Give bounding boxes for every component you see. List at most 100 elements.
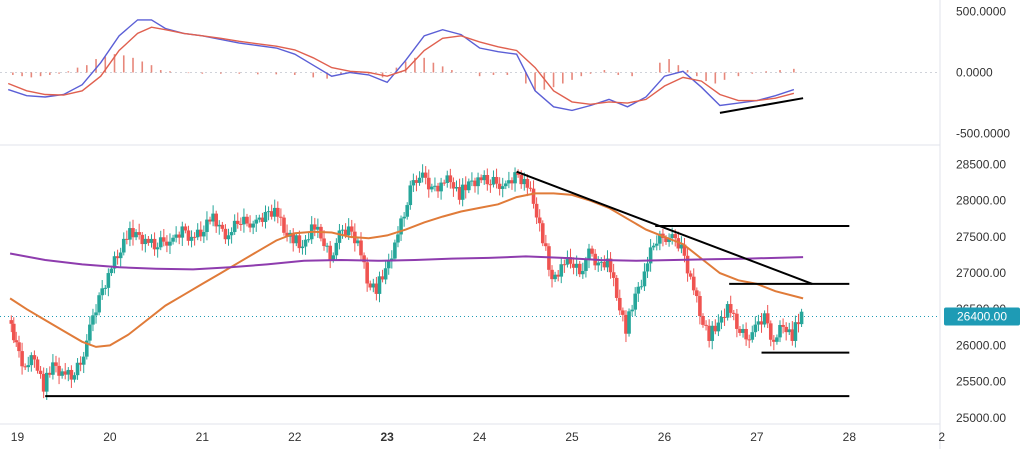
candle-body: [596, 262, 601, 266]
candle-body: [741, 328, 745, 333]
candle-body: [470, 180, 474, 182]
candle-body: [189, 236, 194, 241]
candle-body: [562, 264, 567, 266]
candle-body: [149, 238, 154, 243]
candle-body: [516, 172, 520, 175]
candle-body: [38, 370, 43, 375]
candle-body: [23, 366, 27, 368]
x-tick-label: 27: [750, 430, 764, 444]
candle-body: [217, 224, 222, 227]
candle-body: [72, 375, 77, 380]
candle-body: [436, 185, 440, 192]
candle-body: [285, 232, 289, 237]
candle-body: [143, 238, 148, 245]
candle-body: [100, 288, 104, 296]
candle-body: [137, 232, 141, 235]
candle-body: [9, 320, 14, 324]
candle-body: [146, 238, 151, 243]
candle-body: [790, 329, 795, 341]
candle-body: [485, 174, 490, 185]
candle-body: [716, 322, 721, 332]
candle-body: [439, 182, 443, 192]
candle-body: [611, 272, 616, 278]
candle-body: [331, 255, 336, 260]
candle-body: [494, 176, 499, 184]
candle-body: [208, 219, 212, 222]
oscillator-y-tick-label: 500.0000: [956, 4, 1006, 18]
current-price-label: 26400.00: [957, 309, 1007, 323]
candle-body: [63, 371, 68, 375]
candle-body: [192, 236, 197, 238]
candle-body: [48, 372, 52, 375]
candle-body: [414, 180, 419, 183]
candle-body: [581, 270, 585, 275]
candle-body: [69, 369, 74, 380]
candle-body: [245, 216, 249, 224]
candle-body: [658, 233, 662, 244]
oscillator-y-tick-label: 0.0000: [956, 66, 993, 80]
candle-body: [679, 244, 684, 249]
candle-body: [799, 311, 804, 325]
candle-body: [374, 283, 379, 294]
candle-body: [41, 374, 46, 392]
candle-body: [294, 235, 299, 244]
x-tick-label: 28: [843, 430, 857, 444]
candle-body: [417, 177, 422, 183]
price-y-tick-label: 27000.00: [956, 266, 1006, 280]
candle-body: [445, 175, 450, 183]
candle-body: [639, 286, 644, 288]
candle-body: [525, 178, 530, 188]
candle-body: [349, 226, 354, 232]
x-tick-label: 20: [103, 430, 117, 444]
candle-body: [386, 260, 391, 269]
candle-body: [420, 172, 425, 178]
candle-body: [362, 255, 366, 263]
oscillator-trendline: [719, 97, 804, 114]
candle-body: [325, 245, 329, 247]
candle-body: [550, 269, 554, 280]
candle-body: [220, 224, 225, 229]
candle-body: [94, 312, 98, 316]
candle-body: [787, 329, 792, 333]
candle-body: [88, 324, 92, 341]
candle-body: [510, 180, 514, 184]
candle-body: [168, 241, 172, 246]
candle-body: [109, 268, 114, 274]
candle-body: [784, 326, 788, 333]
candle-body: [152, 238, 157, 250]
candle-body: [488, 184, 493, 186]
candle-body: [556, 274, 560, 277]
candle-body: [125, 238, 129, 240]
candle-body: [584, 259, 588, 271]
candle-body: [371, 283, 376, 288]
candle-body: [747, 339, 751, 341]
candle-body: [673, 234, 678, 239]
candle-body: [198, 229, 203, 237]
candle-body: [753, 324, 758, 333]
candle-body: [291, 232, 296, 244]
candle-body: [577, 263, 582, 275]
candle-body: [519, 174, 524, 185]
candle-body: [269, 211, 274, 217]
candle-body: [605, 258, 610, 268]
candle-body: [695, 290, 699, 297]
candle-body: [393, 242, 397, 259]
candle-body: [762, 313, 767, 325]
candle-body: [793, 322, 798, 341]
candle-body: [467, 181, 471, 191]
current-price-tag: [944, 307, 1020, 326]
candle-body: [399, 218, 403, 235]
oscillator-series-line-2: [7, 26, 795, 106]
candle-body: [75, 362, 80, 376]
candle-body: [257, 217, 262, 220]
candle-body: [165, 241, 169, 246]
candle-body: [312, 224, 317, 230]
candle-body: [522, 178, 527, 185]
candle-body: [722, 316, 727, 318]
candle-body: [728, 304, 733, 313]
candle-body: [513, 172, 517, 184]
candle-body: [540, 223, 545, 244]
candle-body: [359, 240, 363, 256]
candle-body: [60, 371, 64, 376]
